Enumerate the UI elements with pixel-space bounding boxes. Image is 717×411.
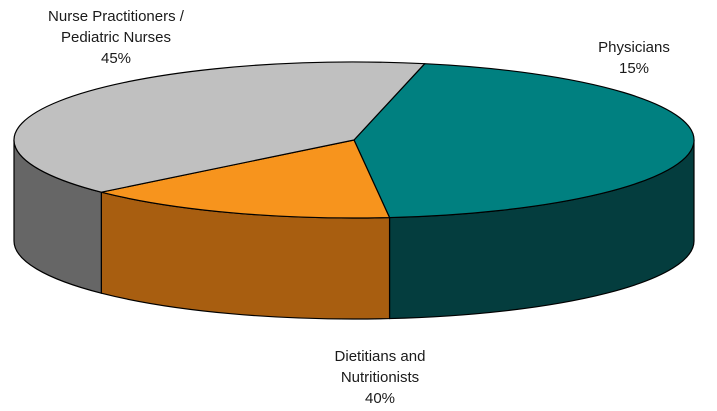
slice-label-nurse-practitioners: Nurse Practitioners / Pediatric Nurses 4… <box>0 6 232 69</box>
slice-label-dietitians: Dietitians and Nutritionists 40% <box>295 346 465 409</box>
pie-slice-physicians <box>100 139 391 219</box>
pie-slice-nurse-practitioners <box>353 63 695 219</box>
pie-top-layer <box>13 61 695 219</box>
slice-label-line: Nutritionists <box>340 369 420 386</box>
pie-slice-dietitians-and <box>13 61 426 193</box>
slice-label-line: Physicians <box>598 39 670 56</box>
slice-value-label: 40% <box>364 390 396 407</box>
slice-label-physicians: Physicians 15% <box>574 37 694 79</box>
slice-label-line: Dietitians and <box>334 348 426 365</box>
pie-side-layer <box>13 139 695 320</box>
slice-label-line: Pediatric Nurses <box>60 29 172 46</box>
slice-value-label: 45% <box>100 50 132 67</box>
slice-value-label: 15% <box>618 60 650 77</box>
slice-label-line: Nurse Practitioners / <box>48 8 184 25</box>
